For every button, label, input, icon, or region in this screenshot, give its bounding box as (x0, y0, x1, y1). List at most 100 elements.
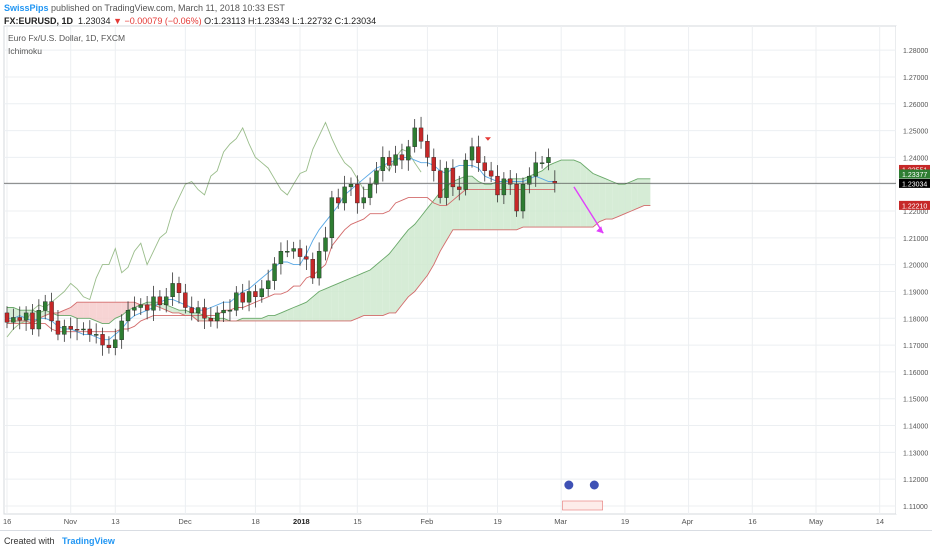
candle-up[interactable] (469, 146, 475, 161)
author-name[interactable]: SwissPips (4, 3, 49, 13)
candle-down[interactable] (514, 183, 519, 212)
candle-up[interactable] (227, 310, 233, 312)
candle-down[interactable] (431, 157, 436, 171)
candle-down[interactable] (476, 146, 481, 163)
candle-down[interactable] (17, 317, 22, 321)
candle-up[interactable] (520, 183, 526, 212)
candle-down[interactable] (387, 157, 392, 166)
candle-up[interactable] (132, 307, 137, 311)
candle-down[interactable] (399, 154, 405, 161)
candle-up[interactable] (533, 162, 538, 177)
candle-up[interactable] (246, 291, 252, 303)
cloud-segment (452, 178, 460, 230)
candle-down[interactable] (74, 329, 80, 331)
candle-down[interactable] (425, 141, 430, 158)
candle-up[interactable] (221, 310, 226, 314)
candle-up[interactable] (234, 292, 239, 311)
candle-up[interactable] (501, 178, 507, 196)
candle-up[interactable] (316, 251, 322, 279)
candle-down[interactable] (157, 296, 163, 306)
candle-up[interactable] (23, 312, 29, 321)
candle-up[interactable] (113, 339, 118, 348)
candle-up[interactable] (412, 127, 417, 147)
candle-down[interactable] (495, 175, 500, 196)
candle-up[interactable] (265, 280, 271, 289)
candle-up[interactable] (119, 320, 124, 340)
candle-down[interactable] (253, 291, 258, 298)
candle-down[interactable] (30, 312, 35, 330)
candle-up[interactable] (539, 162, 545, 164)
projection-arrow[interactable] (573, 186, 604, 234)
candle-up[interactable] (323, 237, 328, 252)
candle-up[interactable] (164, 296, 169, 306)
candle-down[interactable] (457, 186, 462, 190)
candle-down[interactable] (100, 334, 105, 346)
candle-up[interactable] (93, 334, 99, 336)
candle-up[interactable] (125, 310, 131, 322)
candle-down[interactable] (310, 259, 315, 279)
candle-up[interactable] (348, 183, 354, 188)
candle-down[interactable] (144, 304, 150, 311)
candle-up[interactable] (11, 317, 16, 323)
candle-up[interactable] (374, 170, 379, 185)
candle-down[interactable] (488, 170, 494, 177)
candle-up[interactable] (342, 186, 347, 204)
candle-down[interactable] (355, 183, 360, 204)
candle-down[interactable] (55, 320, 61, 335)
ichimoku-chart[interactable]: 1.11000 1.12000 1.13000 1.14000 1.15000 1.160… (0, 0, 932, 530)
candle-up[interactable] (527, 175, 532, 185)
candle-up[interactable] (151, 296, 156, 311)
candle-down[interactable] (482, 162, 487, 171)
candle-up[interactable] (463, 159, 468, 190)
candle-down[interactable] (437, 170, 443, 198)
candle-down[interactable] (240, 292, 245, 303)
candle-down[interactable] (183, 292, 188, 308)
candle-down[interactable] (418, 127, 424, 142)
candle-up[interactable] (138, 304, 143, 308)
candle-up[interactable] (546, 157, 551, 163)
candle-up[interactable] (285, 251, 290, 253)
candle-up[interactable] (36, 310, 42, 330)
candle-up[interactable] (43, 301, 48, 311)
candle-up[interactable] (215, 312, 220, 322)
candle-down[interactable] (297, 248, 303, 257)
candle-down[interactable] (450, 167, 456, 188)
candle-down[interactable] (304, 256, 309, 260)
price-tag[interactable] (899, 164, 930, 174)
price-tag[interactable] (899, 169, 930, 179)
candle-up[interactable] (170, 283, 175, 298)
candle-down[interactable] (68, 326, 73, 330)
economic-event-icon[interactable] (563, 479, 575, 491)
candle-down[interactable] (87, 328, 93, 335)
candle-up[interactable] (393, 154, 398, 166)
price-tag[interactable] (899, 178, 930, 188)
candle-up[interactable] (367, 183, 373, 198)
candle-down[interactable] (176, 283, 182, 293)
candle-down[interactable] (106, 344, 112, 348)
candle-down[interactable] (4, 312, 10, 323)
price-tick-label: 1.18000 (903, 316, 928, 323)
candle-up[interactable] (278, 251, 284, 265)
candle-up[interactable] (62, 326, 67, 335)
candle-up[interactable] (259, 288, 264, 298)
candle-up[interactable] (291, 248, 296, 252)
indicator-name[interactable]: Ichimoku (8, 46, 42, 56)
price-tag[interactable] (899, 200, 930, 210)
candle-down[interactable] (189, 307, 194, 314)
candle-down[interactable] (336, 197, 341, 204)
candle-down[interactable] (208, 318, 214, 322)
candle-down[interactable] (49, 301, 54, 322)
event-flag-icon[interactable] (562, 500, 603, 511)
tradingview-logo[interactable]: TradingView (62, 536, 115, 546)
candle-up[interactable] (81, 328, 86, 331)
candle-up[interactable] (444, 167, 449, 198)
economic-event-icon[interactable] (588, 479, 600, 491)
candle-down[interactable] (202, 307, 207, 319)
candle-up[interactable] (272, 263, 277, 281)
candle-up[interactable] (329, 197, 335, 239)
candle-up[interactable] (195, 307, 201, 314)
candle-up[interactable] (361, 197, 366, 204)
candle-down[interactable] (508, 178, 513, 185)
candle-up[interactable] (406, 146, 411, 161)
candle-up[interactable] (380, 157, 386, 171)
